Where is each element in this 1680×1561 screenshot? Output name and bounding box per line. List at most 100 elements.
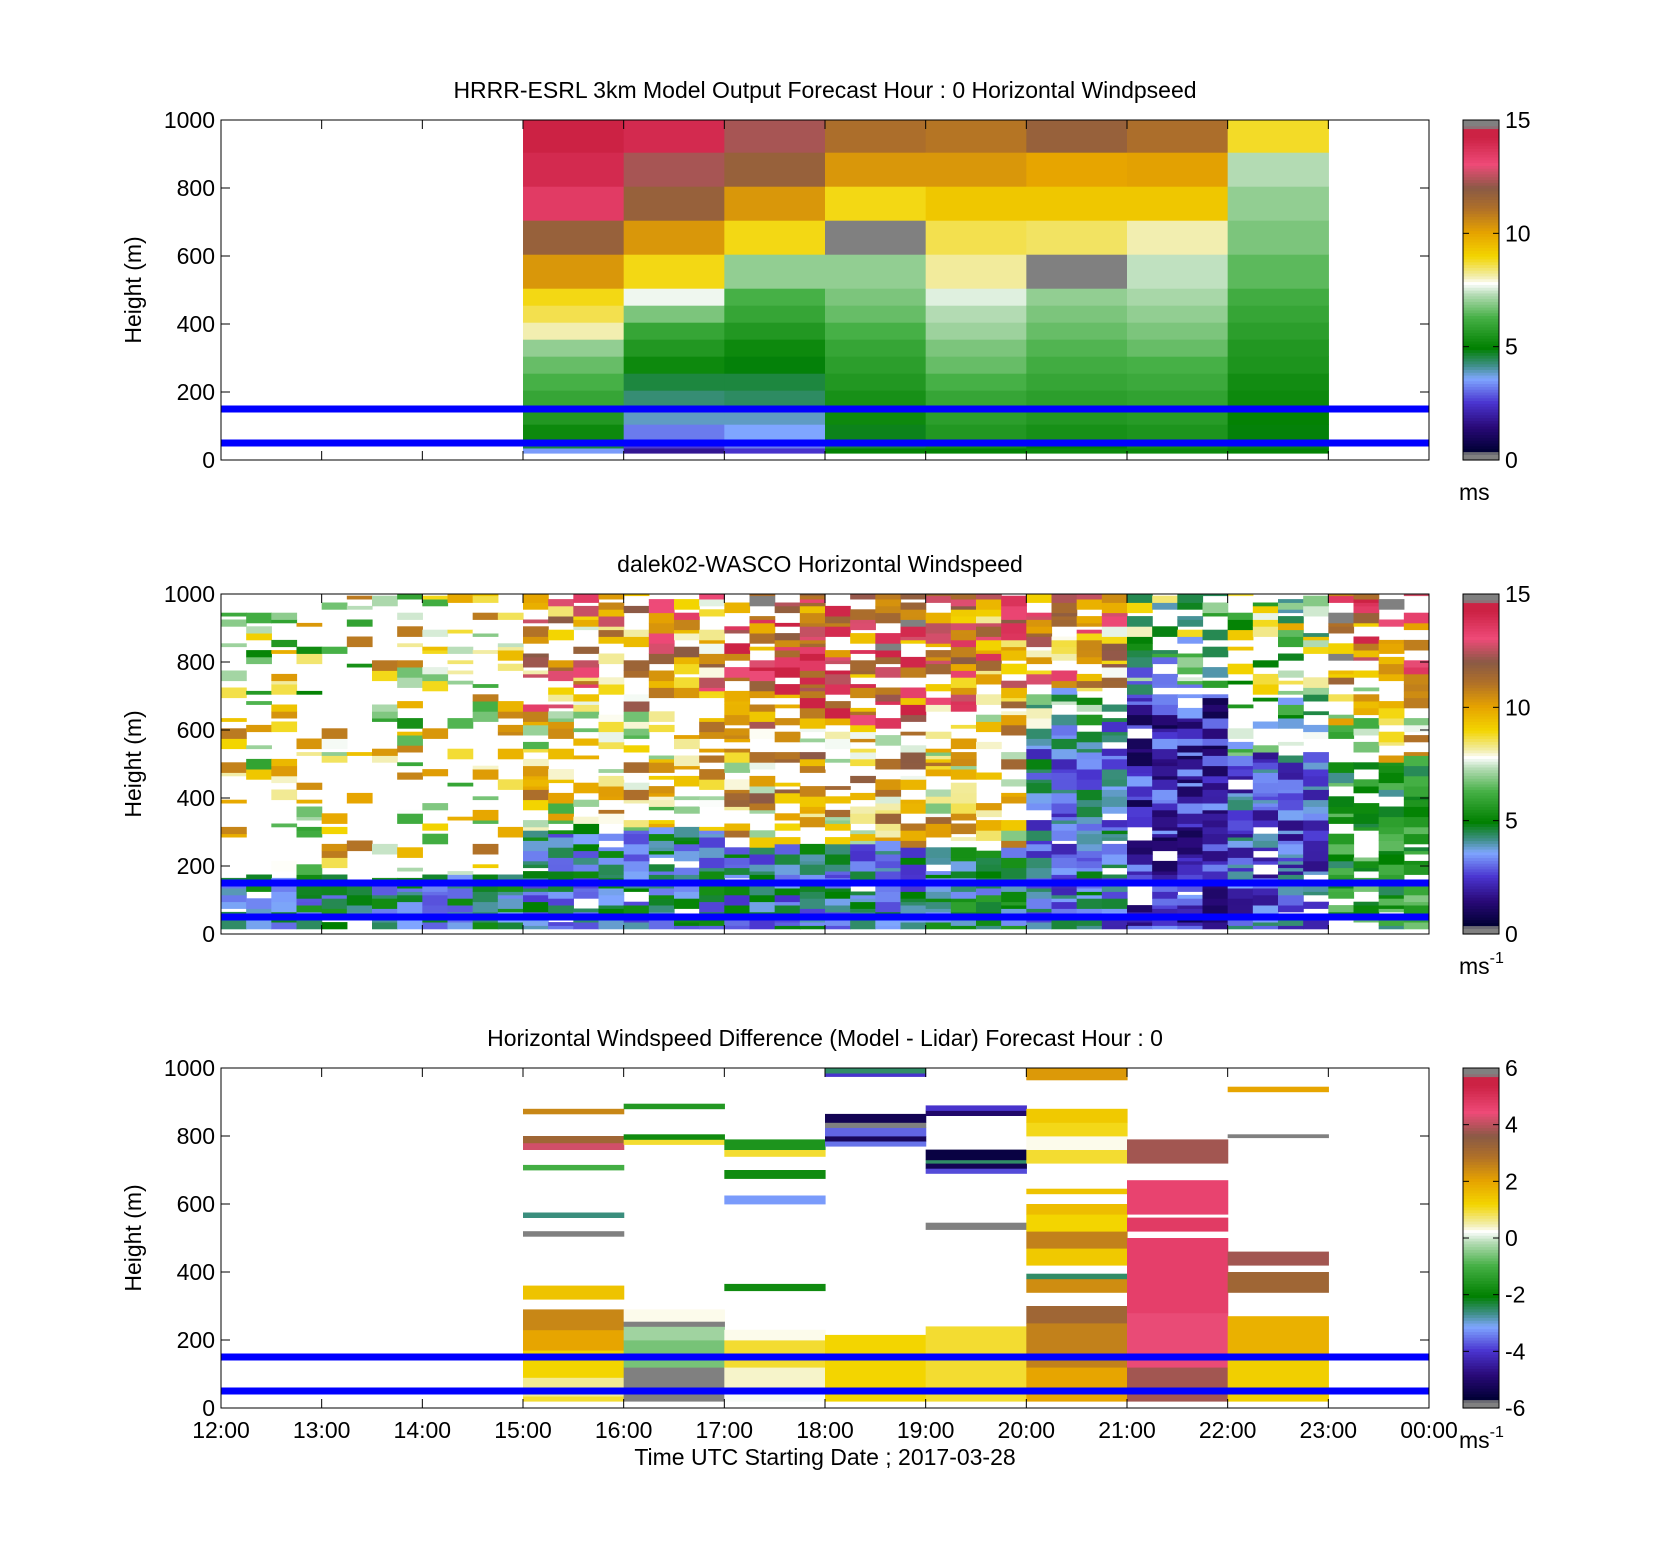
heatmap-cell: [497, 701, 524, 712]
heatmap-cell: [1152, 748, 1178, 760]
heatmap-cell: [1378, 894, 1405, 899]
heatmap-cell: [900, 667, 927, 678]
heatmap-cell: [799, 694, 826, 699]
heatmap-cell: [850, 724, 876, 733]
heatmap-cell: [825, 626, 851, 637]
colorbar-swatch: [1463, 1113, 1499, 1117]
heatmap-cell: [825, 656, 851, 661]
heatmap-cell: [221, 718, 247, 722]
heatmap-cell: [523, 915, 549, 926]
heatmap-cell: [825, 758, 851, 763]
heatmap-cell: [598, 850, 625, 858]
colorbar-swatch: [1463, 823, 1499, 827]
heatmap-cell: [1101, 636, 1128, 644]
heatmap-cell: [850, 619, 876, 624]
heatmap-cell: [422, 629, 449, 637]
heatmap-cell: [825, 288, 927, 306]
heatmap-cell: [724, 857, 751, 865]
heatmap-cell: [900, 779, 927, 790]
colorbar-swatch: [1463, 171, 1499, 175]
colorbar-swatch: [1463, 735, 1499, 740]
heatmap-cell: [623, 901, 650, 906]
heatmap-cell: [950, 847, 977, 858]
heatmap-cell: [648, 758, 675, 763]
heatmap-cell: [825, 152, 927, 187]
heatmap-cell: [598, 609, 625, 617]
colorbar-swatch: [1463, 1167, 1499, 1171]
colorbar-swatch: [1463, 437, 1499, 441]
heatmap-cell: [976, 626, 1002, 637]
heatmap-cell: [1227, 918, 1254, 926]
heatmap-cell: [1227, 1251, 1329, 1266]
colorbar-swatch: [1463, 1096, 1499, 1100]
heatmap-cell: [1378, 874, 1405, 882]
heatmap-cell: [774, 656, 801, 668]
heatmap-cell: [1227, 925, 1254, 930]
heatmap-cell: [850, 860, 876, 872]
heatmap-cell: [472, 650, 499, 654]
colorbar-swatch: [1463, 764, 1499, 768]
heatmap-cell: [950, 663, 977, 671]
heatmap-cell: [1303, 775, 1329, 787]
heatmap-cell: [825, 707, 851, 719]
heatmap-cell: [674, 612, 700, 620]
heatmap-cell: [1026, 305, 1128, 323]
heatmap-cell: [1051, 792, 1078, 804]
heatmap-cell: [1202, 718, 1229, 729]
heatmap-cell: [950, 738, 977, 750]
heatmap-cell: [1001, 918, 1027, 926]
colorbar-swatch: [1463, 713, 1499, 717]
heatmap-cell: [271, 901, 298, 913]
colorbar-swatch: [1463, 352, 1499, 356]
heatmap-cell: [950, 871, 977, 879]
colorbar-swatch: [1463, 168, 1499, 172]
heatmap-cell: [674, 850, 700, 862]
heatmap-cell: [1152, 758, 1178, 763]
heatmap-cell: [623, 721, 650, 729]
heatmap-cell: [950, 891, 977, 899]
heatmap-cell: [1227, 356, 1329, 374]
x-tick-label: 22:00: [1199, 1417, 1257, 1443]
heatmap-cell: [1101, 612, 1128, 617]
colorbar-swatch: [1463, 454, 1499, 458]
heatmap-cell: [1051, 670, 1078, 682]
colorbar-swatch: [1463, 701, 1499, 706]
heatmap-cell: [674, 629, 700, 634]
heatmap-cell: [774, 694, 801, 699]
colorbar-swatch: [1463, 188, 1499, 192]
heatmap-cell: [1303, 752, 1329, 763]
heatmap-cell: [523, 901, 549, 913]
heatmap-cell: [397, 745, 423, 753]
colorbar-swatch: [1463, 273, 1499, 277]
heatmap-cell: [1177, 803, 1204, 814]
heatmap-cell: [850, 748, 876, 753]
heatmap-cell: [925, 823, 952, 831]
colorbar-swatch: [1463, 284, 1499, 288]
heatmap-cell: [1278, 704, 1304, 716]
heatmap-cell: [623, 701, 650, 712]
heatmap-cell: [1303, 769, 1329, 777]
heatmap-cell: [296, 816, 323, 821]
heatmap-cell: [1303, 830, 1329, 841]
heatmap-cell: [674, 867, 700, 875]
colorbar-swatch: [1463, 1257, 1499, 1262]
heatmap-cell: [346, 636, 373, 648]
heatmap-cell: [221, 918, 247, 930]
heatmap-cell: [1353, 643, 1380, 651]
heatmap-cell: [1353, 594, 1380, 600]
colorbar-swatch: [1463, 656, 1499, 660]
heatmap-cell: [825, 809, 851, 818]
heatmap-cell: [1403, 660, 1429, 668]
heatmap-cell: [1076, 898, 1103, 909]
heatmap-cell: [648, 823, 675, 828]
heatmap-cell: [875, 789, 902, 797]
heatmap-cell: [1177, 707, 1204, 719]
heatmap-cell: [850, 840, 876, 845]
heatmap-cell: [749, 884, 776, 896]
colorbar-swatch: [1463, 718, 1499, 723]
heatmap-cell: [1353, 857, 1380, 862]
heatmap-cell: [1101, 826, 1128, 831]
heatmap-cell: [422, 803, 449, 811]
heatmap-cell: [1403, 755, 1429, 767]
heatmap-cell: [246, 881, 272, 892]
